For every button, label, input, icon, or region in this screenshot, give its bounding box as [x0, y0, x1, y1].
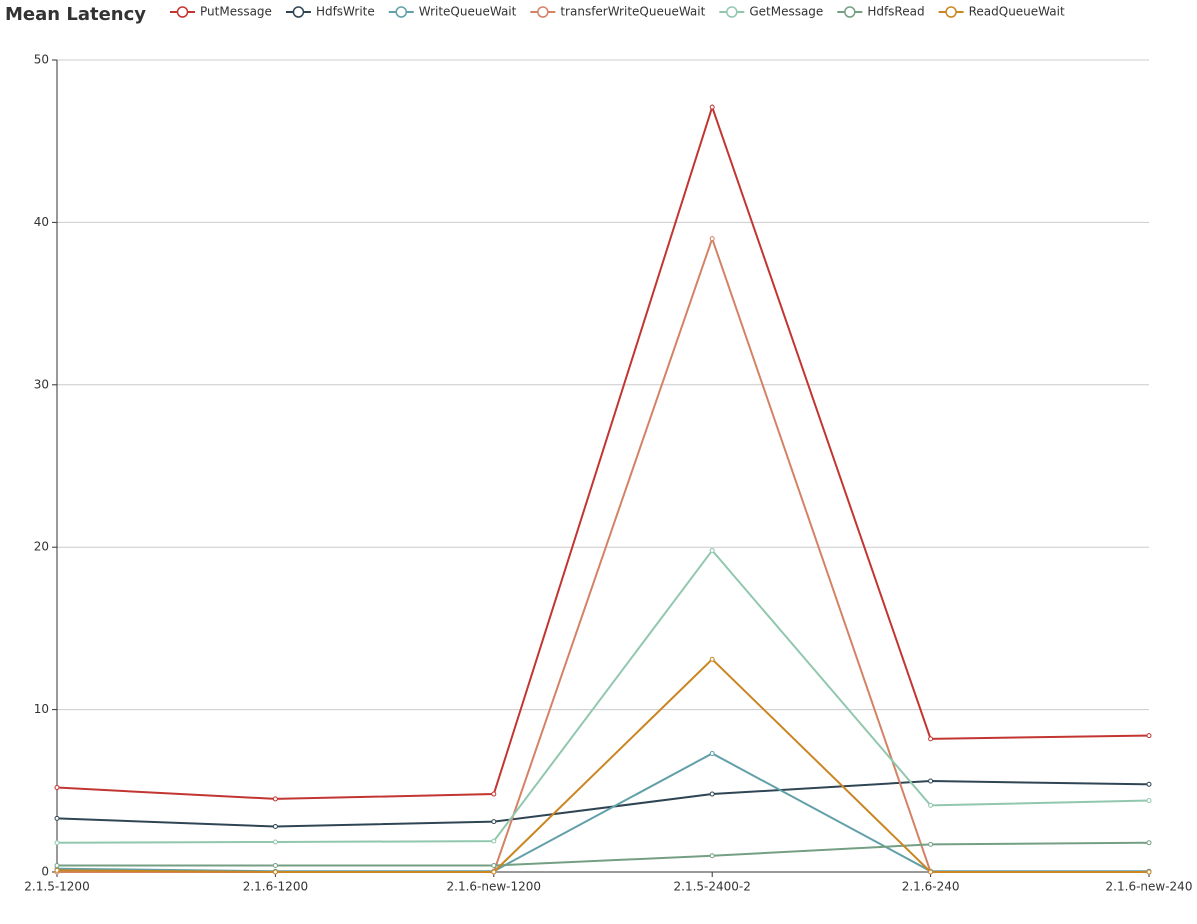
chart-title: Mean Latency — [5, 4, 146, 25]
data-point — [54, 863, 60, 869]
legend-label: ReadQueueWait — [969, 5, 1065, 19]
legend-item: WriteQueueWait — [388, 5, 517, 19]
data-point — [709, 547, 715, 553]
x-tick-label: 2.1.6-240 — [902, 880, 960, 894]
data-point — [928, 802, 934, 808]
data-point — [1146, 869, 1152, 875]
legend-item: ReadQueueWait — [938, 5, 1065, 19]
legend-label: transferWriteQueueWait — [560, 5, 705, 19]
x-tick-label: 2.1.6-new-240 — [1106, 880, 1193, 894]
legend-item: HdfsRead — [837, 5, 925, 19]
series-line — [56, 752, 1149, 873]
data-point — [491, 838, 497, 844]
legend-item: transferWriteQueueWait — [530, 5, 706, 19]
legend-label: HdfsWrite — [316, 5, 375, 19]
legend-symbol — [395, 6, 407, 18]
data-point — [928, 869, 934, 875]
legend-symbol — [537, 6, 549, 18]
data-point — [54, 840, 60, 846]
x-tick-label: 2.1.5-1200 — [24, 880, 89, 894]
series-line — [56, 548, 1150, 844]
x-tick-label: 2.1.5-2400-2 — [674, 880, 751, 894]
data-point — [709, 750, 715, 756]
legend-symbol — [292, 6, 305, 18]
series-line — [57, 841, 1150, 867]
data-point — [272, 839, 278, 845]
data-point — [491, 791, 497, 797]
legend-item: GetMessage — [719, 5, 823, 19]
legend-item: PutMessage — [170, 5, 272, 19]
y-tick-label: 30 — [34, 377, 49, 391]
legend-label: GetMessage — [749, 5, 823, 19]
data-point — [54, 867, 60, 873]
legend-symbol — [844, 6, 856, 18]
data-point — [272, 869, 278, 875]
data-point — [1146, 798, 1152, 804]
data-point — [1146, 840, 1152, 846]
data-point — [709, 853, 715, 859]
x-tick-label: 2.1.6-1200 — [243, 880, 308, 894]
x-tick-label: 2.1.6-new-1200 — [447, 880, 542, 894]
legend-label: PutMessage — [200, 5, 272, 19]
legend-symbol — [176, 6, 189, 18]
data-point — [491, 819, 497, 825]
series-line — [56, 103, 1150, 800]
series-line — [56, 657, 1149, 873]
y-tick-label: 20 — [34, 540, 49, 554]
legend-label: HdfsRead — [867, 5, 924, 19]
data-point — [1146, 781, 1152, 787]
legend-label: WriteQueueWait — [419, 5, 517, 19]
data-point — [709, 656, 715, 662]
data-point — [54, 785, 60, 791]
y-tick-label: 10 — [34, 702, 49, 716]
data-point — [1146, 733, 1152, 739]
series-line — [57, 235, 1149, 873]
data-point — [272, 824, 278, 830]
legend-symbol — [945, 6, 957, 18]
data-point — [272, 863, 278, 869]
legend-item: HdfsWrite — [285, 5, 375, 19]
data-point — [709, 791, 715, 797]
y-tick-label: 0 — [41, 865, 49, 879]
data-point — [709, 104, 715, 110]
data-point — [709, 236, 715, 242]
legend-symbol — [726, 6, 738, 18]
data-point — [928, 736, 934, 742]
data-point — [54, 815, 60, 821]
data-point — [928, 778, 934, 784]
y-tick-label: 40 — [34, 215, 49, 229]
data-point — [491, 869, 497, 875]
data-point — [491, 863, 497, 869]
data-point — [272, 796, 278, 802]
series-line — [56, 780, 1150, 828]
data-point — [928, 841, 934, 847]
y-tick-label: 50 — [34, 53, 49, 67]
